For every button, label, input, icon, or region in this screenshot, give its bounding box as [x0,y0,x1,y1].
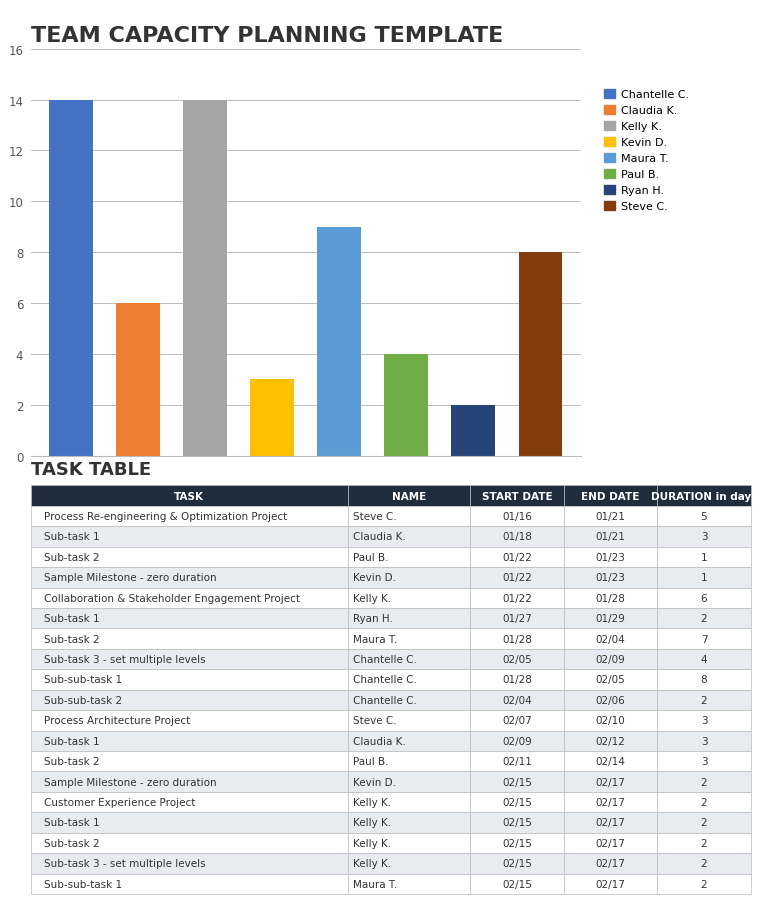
Bar [519,253,562,456]
Bar [385,354,428,456]
Bar [317,228,361,456]
Text: TEAM CAPACITY PLANNING TEMPLATE: TEAM CAPACITY PLANNING TEMPLATE [31,26,503,46]
Bar [251,380,294,456]
Bar [451,405,495,456]
Bar [50,100,93,456]
Bar [116,303,160,456]
Legend: Chantelle C., Claudia K., Kelly K., Kevin D., Maura T., Paul B., Ryan H., Steve : Chantelle C., Claudia K., Kelly K., Kevi… [602,88,691,215]
Text: TASK TABLE: TASK TABLE [31,461,151,479]
Bar [183,100,227,456]
